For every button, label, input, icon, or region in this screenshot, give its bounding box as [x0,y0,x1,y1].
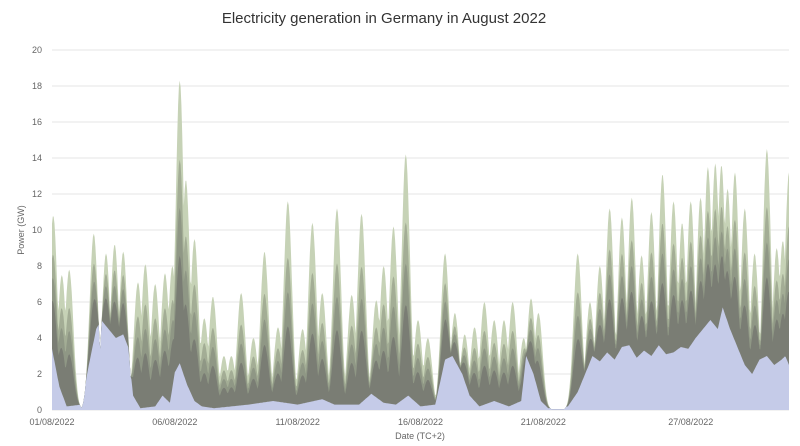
x-tick-label: 11/08/2022 [275,417,319,427]
y-tick-label: 14 [32,153,42,163]
x-axis-ticks: 01/08/2022 06/08/2022 11/08/2022 16/08/2022… [29,417,713,427]
y-tick-label: 6 [37,297,42,307]
y-tick-label: 2 [37,369,42,379]
y-tick-label: 12 [32,189,42,199]
y-tick-label: 10 [32,225,42,235]
y-tick-label: 18 [32,81,42,91]
y-axis-label: Power (GW) [16,205,26,255]
y-tick-label: 4 [37,333,42,343]
series-areas [52,80,789,410]
y-axis-ticks: 0 2 4 6 8 10 12 14 16 18 20 [32,45,42,415]
chart-title: Electricity generation in Germany in Aug… [222,10,546,27]
area-series-blue [52,307,789,410]
x-tick-label: 21/08/2022 [521,417,566,427]
x-tick-label: 27/08/2022 [668,417,713,427]
y-tick-label: 20 [32,45,42,55]
x-tick-label: 16/08/2022 [398,417,443,427]
x-axis-label: Date (TC+2) [395,431,445,441]
y-tick-label: 16 [32,117,42,127]
y-tick-label: 0 [37,405,42,415]
y-tick-label: 8 [37,261,42,271]
x-tick-label: 01/08/2022 [29,417,74,427]
x-tick-label: 06/08/2022 [152,417,197,427]
